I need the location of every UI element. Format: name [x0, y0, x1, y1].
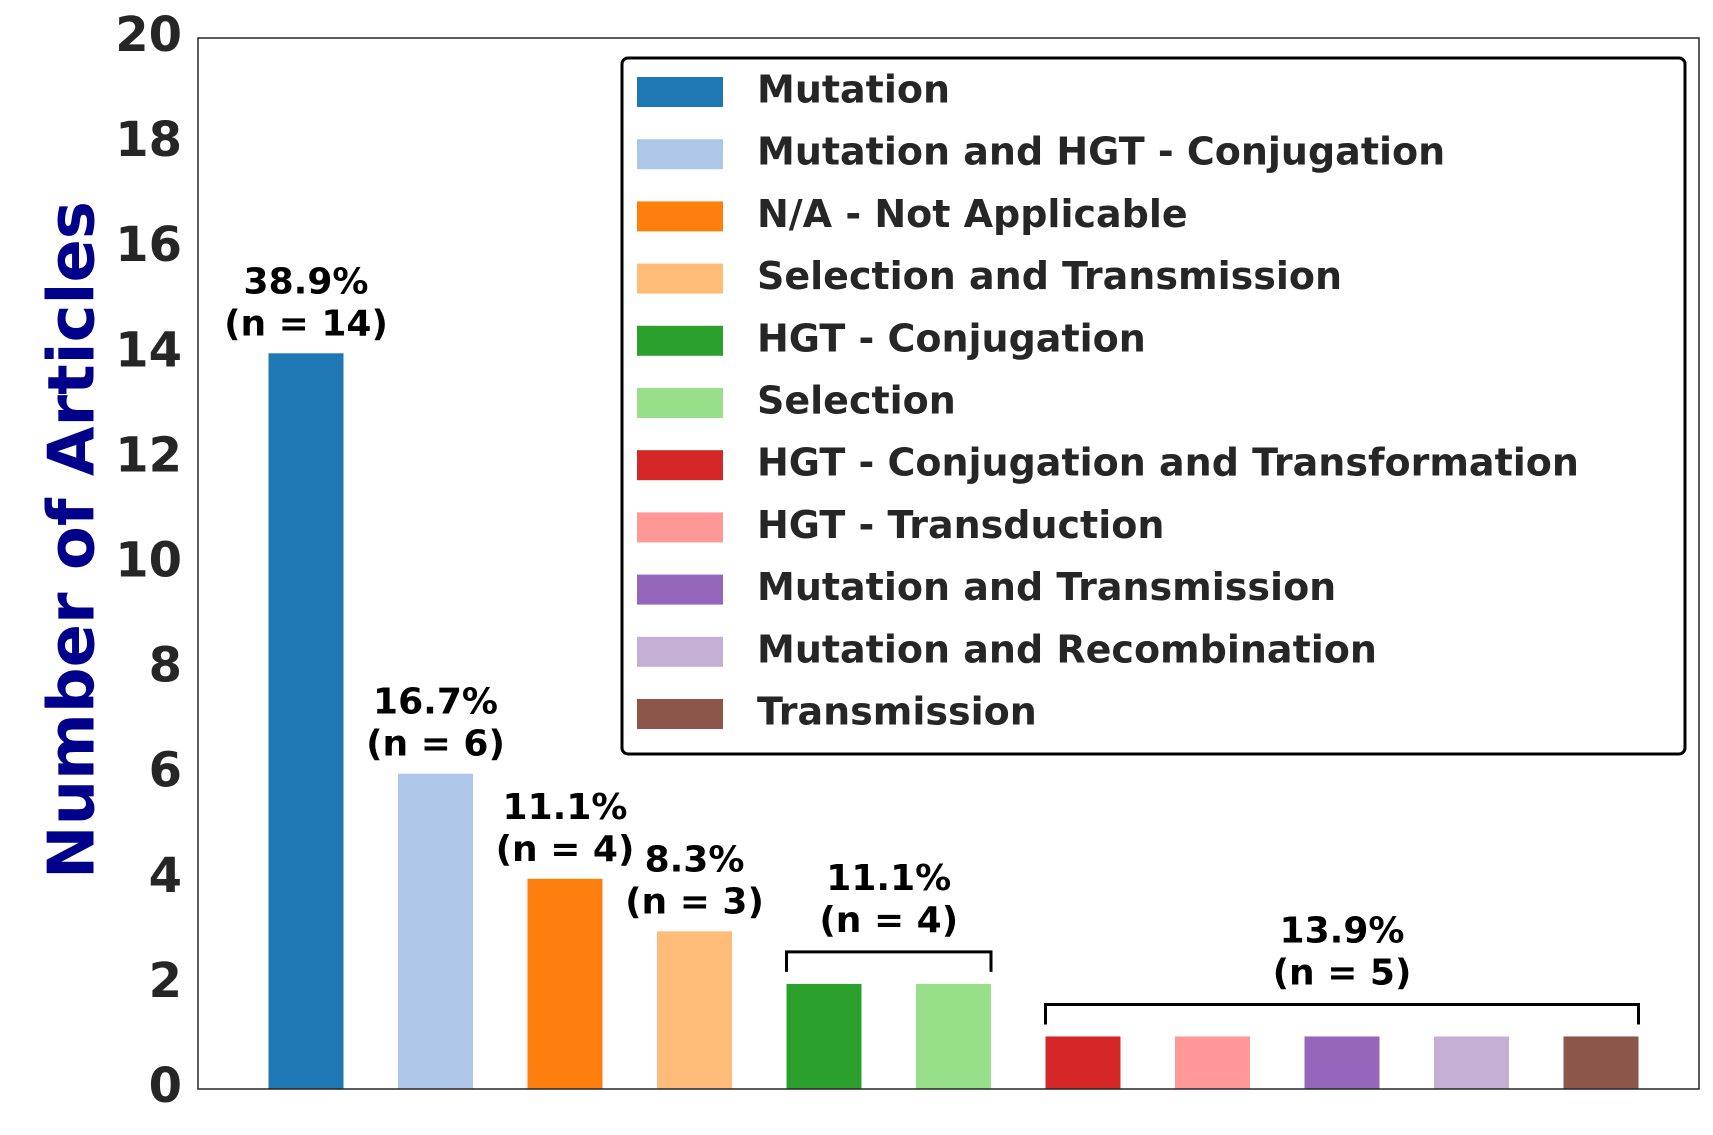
legend-entry-label: Mutation: [757, 68, 950, 112]
count-label: (n = 5): [1273, 952, 1412, 993]
bar: [657, 931, 732, 1089]
legend-swatch: [637, 512, 723, 543]
percent-label: 11.1%: [826, 858, 951, 899]
bar: [786, 983, 862, 1089]
y-tick-label: 18: [115, 112, 182, 168]
group-bracket: [1044, 1002, 1640, 1025]
bar: [1434, 1036, 1509, 1089]
legend-swatch: [637, 263, 723, 294]
bar: [1563, 1036, 1639, 1089]
y-tick-label: 6: [149, 743, 182, 799]
bar: [1045, 1036, 1121, 1089]
bar: [1175, 1036, 1250, 1089]
legend-box: [620, 56, 1687, 756]
legend-entry-label: HGT - Conjugation: [757, 316, 1146, 360]
legend-swatch: [637, 201, 723, 232]
legend-swatch: [637, 699, 723, 729]
legend-entry-label: Mutation and Recombination: [757, 627, 1377, 671]
legend-entry-label: HGT - Transduction: [757, 503, 1164, 547]
count-label: (n = 3): [625, 881, 764, 922]
count-label: (n = 4): [819, 900, 958, 941]
legend-swatch: [637, 388, 723, 418]
y-tick-label: 14: [115, 322, 182, 378]
legend-entry-label: Selection and Transmission: [757, 254, 1342, 298]
percent-label: 13.9%: [1280, 910, 1405, 951]
bar: [527, 878, 603, 1089]
bar: [916, 983, 991, 1089]
legend-swatch: [637, 325, 723, 356]
count-label: (n = 6): [366, 724, 505, 765]
y-tick-label: 12: [115, 427, 182, 483]
legend-entry-label: Mutation and HGT - Conjugation: [757, 130, 1445, 174]
bar: [268, 353, 344, 1089]
bar: [1304, 1036, 1380, 1089]
count-label: (n = 4): [496, 829, 635, 870]
legend-swatch: [637, 574, 723, 605]
y-tick-label: 4: [149, 848, 182, 904]
y-tick-label: 10: [115, 533, 182, 589]
percent-label: 8.3%: [645, 839, 745, 880]
count-label: (n = 14): [224, 303, 388, 344]
percent-label: 16.7%: [373, 682, 498, 723]
legend-swatch: [637, 636, 723, 667]
y-tick-label: 20: [115, 7, 182, 63]
legend-entry-label: Selection: [757, 379, 956, 423]
legend-swatch: [637, 450, 723, 481]
y-tick-label: 8: [149, 638, 182, 694]
legend-entry-label: HGT - Conjugation and Transformation: [757, 441, 1579, 485]
y-tick-label: 16: [115, 217, 182, 273]
bar: [398, 773, 473, 1089]
y-tick-label: 2: [149, 953, 182, 1009]
legend-swatch: [637, 77, 723, 107]
legend-entry-label: N/A - Not Applicable: [757, 192, 1188, 236]
percent-label: 11.1%: [503, 787, 628, 828]
percent-label: 38.9%: [244, 261, 369, 302]
legend-swatch: [637, 139, 723, 170]
plot-area-frame: [197, 37, 1700, 1090]
y-axis-label: Number of Articles: [36, 201, 110, 879]
legend-entry-label: Transmission: [757, 690, 1037, 734]
legend-entry-label: Mutation and Transmission: [757, 565, 1336, 609]
group-bracket: [785, 950, 993, 972]
y-tick-label: 0: [149, 1058, 182, 1114]
